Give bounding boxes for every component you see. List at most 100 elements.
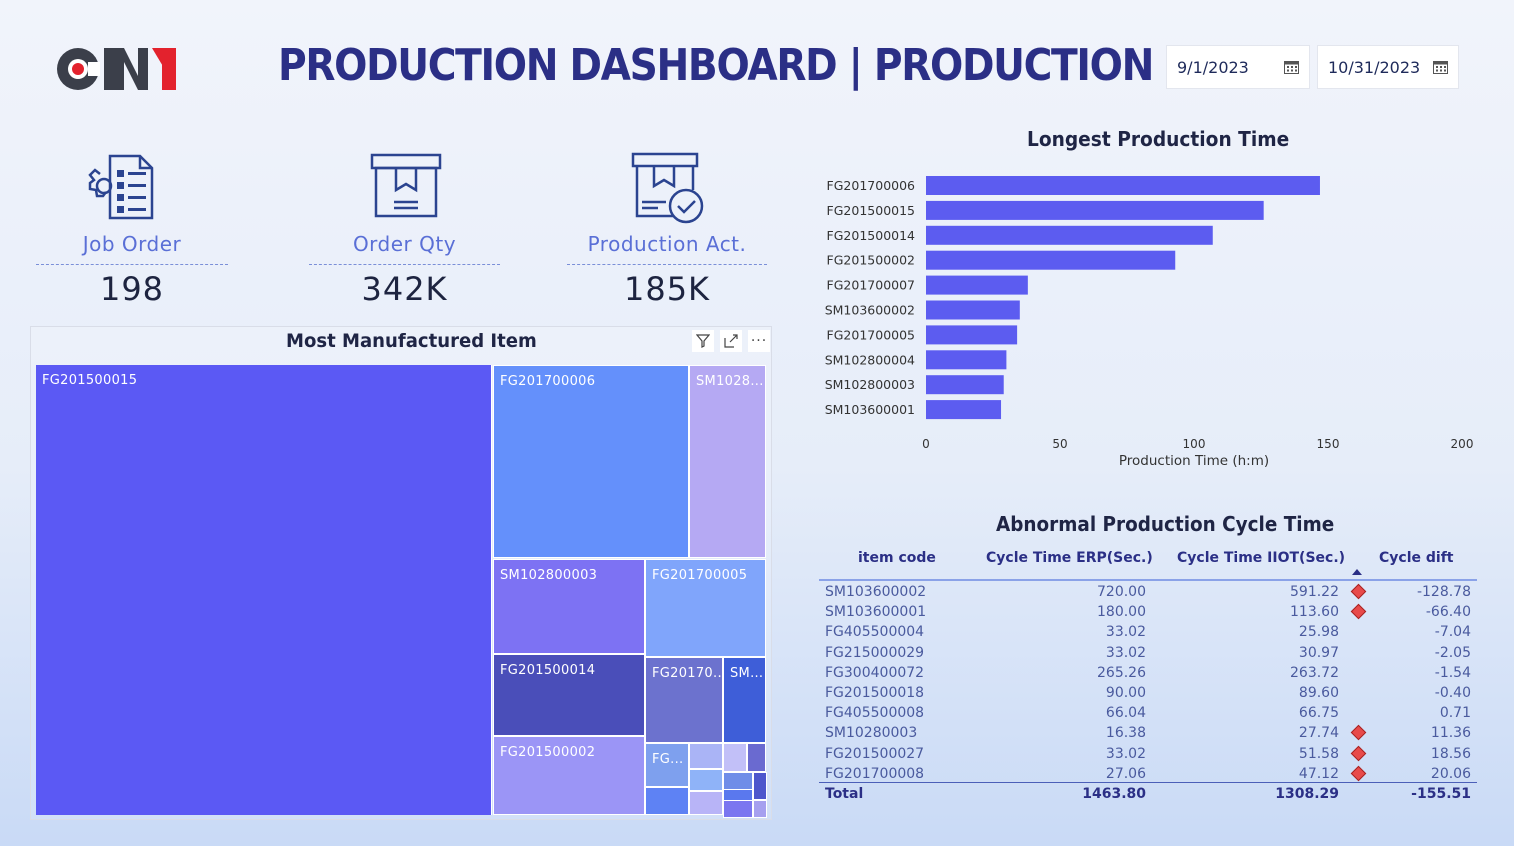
kpi-label-production-act: Production Act. (587, 232, 747, 256)
bar[interactable] (926, 375, 1004, 395)
bar[interactable] (926, 250, 1176, 270)
kpi-value-job-order: 198 (99, 270, 165, 308)
treemap-tile[interactable]: FG... (645, 743, 689, 787)
erp-cell: 180.00 (1097, 604, 1146, 621)
item-code-cell: FG215000029 (825, 644, 925, 661)
start-date-picker[interactable]: 9/1/2023 (1166, 45, 1310, 89)
treemap-tile[interactable] (747, 743, 766, 772)
treemap-tile[interactable] (753, 800, 767, 818)
bar[interactable] (926, 325, 1018, 345)
warning-diamond-icon (1350, 603, 1367, 620)
focus-mode-button[interactable] (720, 330, 742, 352)
iiot-cell: 27.74 (1298, 725, 1339, 742)
total-row: Total 1463.80 1308.29 -155.51 (819, 784, 1477, 804)
total-divider (819, 782, 1477, 783)
page-title: PRODUCTION DASHBOARD | PRODUCTION (278, 40, 1154, 91)
erp-cell: 27.06 (1105, 765, 1146, 782)
filter-button[interactable] (692, 330, 714, 352)
erp-cell: 66.04 (1105, 705, 1146, 722)
treemap-tile[interactable]: FG201500002 (493, 736, 645, 815)
filter-icon (696, 334, 710, 348)
treemap-tile[interactable] (689, 743, 723, 769)
bar-category-label: FG201700007 (827, 278, 915, 293)
treemap-tile[interactable] (723, 743, 747, 772)
bar-category-label: SM103600002 (825, 303, 915, 318)
table-row[interactable]: FG201500027 33.02 51.58 18.56 (819, 744, 1477, 764)
bar-category-label: SM103600001 (825, 402, 915, 417)
treemap-tile[interactable] (645, 787, 689, 815)
treemap-tile[interactable] (723, 772, 753, 790)
x-tick-label: 150 (1317, 437, 1340, 451)
treemap-tile[interactable] (753, 772, 767, 800)
bar[interactable] (926, 176, 1320, 195)
kpi-value-production-act: 185K (623, 270, 711, 308)
end-date-picker[interactable]: 10/31/2023 (1317, 45, 1459, 89)
table-row[interactable]: SM103600002 720.00 591.22 -128.78 (819, 582, 1477, 602)
box-icon (370, 153, 442, 218)
iiot-cell: 51.58 (1298, 745, 1339, 762)
treemap-tile[interactable]: FG201700005 (645, 559, 766, 657)
item-code-cell: FG300400072 (825, 664, 925, 681)
bar[interactable] (926, 225, 1213, 245)
col-header-cycle-dift[interactable]: Cycle dift (1379, 550, 1454, 566)
item-code-cell: FG405500008 (825, 705, 925, 722)
treemap-tile[interactable]: SM... (723, 657, 766, 743)
bar[interactable] (926, 275, 1028, 295)
kpi-divider (567, 264, 767, 265)
bar-category-label: SM102800003 (825, 377, 915, 392)
item-code-cell: SM10280003 (825, 725, 918, 742)
more-options-button[interactable]: ··· (748, 330, 770, 352)
end-date-value: 10/31/2023 (1328, 57, 1421, 77)
treemap-tile[interactable]: FG201500015 (36, 365, 492, 815)
bar-category-label: FG201500015 (827, 203, 915, 218)
erp-cell: 90.00 (1105, 685, 1146, 701)
treemap-tile[interactable]: FG201500014 (493, 654, 645, 736)
iiot-cell: 47.12 (1298, 765, 1339, 782)
bar[interactable] (926, 400, 1002, 420)
x-axis-title: Production Time (h:m) (1119, 453, 1269, 469)
item-code-cell: FG201500027 (825, 745, 925, 762)
cni-logo (57, 48, 176, 90)
x-tick-label: 0 (922, 437, 930, 451)
dift-cell: -2.05 (1434, 644, 1471, 661)
iiot-cell: 591.22 (1290, 584, 1339, 600)
x-tick-label: 100 (1183, 437, 1206, 451)
table-row[interactable]: FG215000029 33.02 30.97 -2.05 (819, 643, 1477, 663)
treemap-tile[interactable]: SM1028... (689, 365, 766, 558)
treemap-tile[interactable] (723, 800, 753, 818)
table-row[interactable]: FG405500004 33.02 25.98 -7.04 (819, 622, 1477, 642)
x-tick-label: 50 (1052, 437, 1067, 451)
item-code-cell: SM103600001 (825, 604, 927, 621)
treemap-tile[interactable]: FG201700006 (493, 365, 689, 558)
bar-category-label: SM102800004 (825, 352, 915, 367)
table-row[interactable]: FG201700008 27.06 47.12 20.06 (819, 764, 1477, 784)
treemap-tile[interactable]: FG20170... (645, 657, 723, 743)
table-row[interactable]: SM10280003 16.38 27.74 11.36 (819, 723, 1477, 743)
treemap-title: Most Manufactured Item (286, 330, 537, 352)
col-header-erp[interactable]: Cycle Time ERP(Sec.) (986, 550, 1153, 566)
col-header-item-code[interactable]: item code (858, 550, 936, 566)
bar[interactable] (926, 200, 1264, 220)
treemap-tile[interactable]: SM102800003 (493, 559, 645, 654)
bar[interactable] (926, 300, 1020, 320)
job-order-icon (88, 154, 154, 220)
treemap[interactable]: FG201500015 FG201700006 SM1028... SM1028… (36, 365, 767, 818)
kpi-label-job-order: Job Order (82, 232, 182, 256)
item-code-cell: SM103600002 (825, 584, 927, 600)
start-date-value: 9/1/2023 (1177, 57, 1249, 77)
bar[interactable] (926, 350, 1007, 370)
sort-ascending-icon[interactable] (1351, 568, 1363, 576)
iiot-cell: 25.98 (1298, 624, 1339, 641)
treemap-tile[interactable] (689, 791, 723, 815)
table-row[interactable]: FG201500018 90.00 89.60 -0.40 (819, 683, 1477, 703)
col-header-iiot[interactable]: Cycle Time IIOT(Sec.) (1177, 550, 1346, 566)
table-row[interactable]: FG300400072 265.26 263.72 -1.54 (819, 663, 1477, 683)
calendar-icon[interactable] (1433, 60, 1448, 74)
table-row[interactable]: FG405500008 66.04 66.75 0.71 (819, 703, 1477, 723)
calendar-icon[interactable] (1284, 60, 1299, 74)
treemap-tile[interactable] (689, 769, 723, 791)
warning-diamond-icon (1350, 583, 1367, 600)
kpi-divider (309, 264, 500, 265)
warning-diamond-icon (1350, 765, 1367, 782)
table-row[interactable]: SM103600001 180.00 113.60 -66.40 (819, 602, 1477, 622)
